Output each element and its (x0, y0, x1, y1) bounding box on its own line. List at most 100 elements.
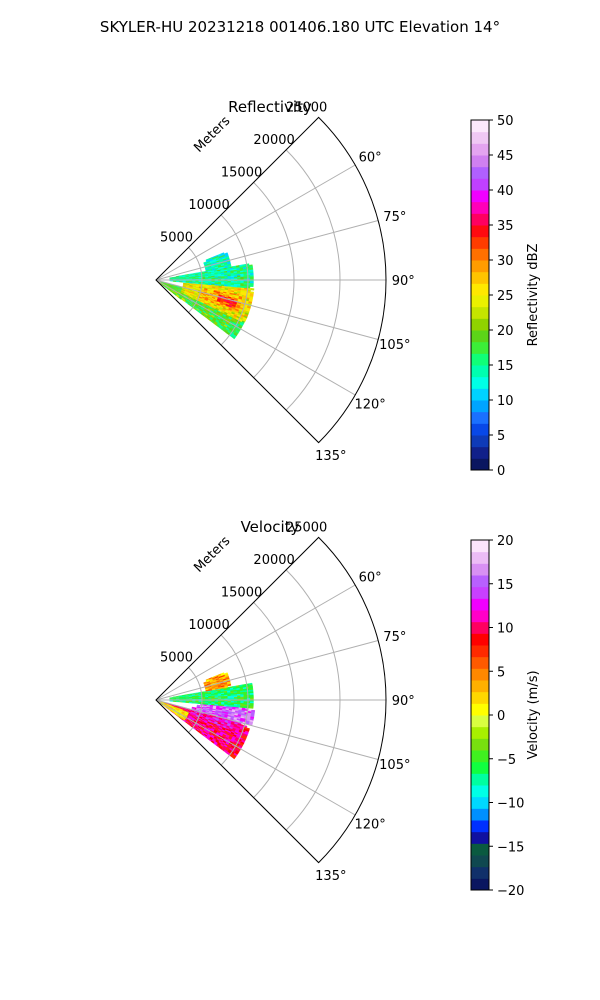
echo-cell (234, 310, 239, 314)
echo-cell (227, 704, 232, 707)
colorbar-segment (471, 120, 489, 133)
colorbar-segment (471, 866, 489, 879)
azimuth-gridline (155, 164, 356, 281)
echo-cell (233, 285, 238, 288)
echo-cell (172, 700, 177, 703)
echo-cell (178, 296, 182, 300)
sector-frame (155, 116, 387, 444)
echo-cell (181, 717, 185, 721)
echo-cell (191, 282, 196, 284)
colorbar-tick-label: 20 (497, 324, 514, 339)
echo-cell (249, 284, 254, 288)
colorbar-segment (471, 260, 489, 273)
azimuth-gridline (155, 219, 379, 281)
colorbar-segment (471, 715, 489, 728)
colorbar-segment (471, 773, 489, 786)
colorbar-tick-label: 0 (497, 709, 505, 724)
echo-cell (227, 683, 232, 687)
range-tick-label: 10000 (188, 198, 229, 213)
azimuth-gridline (155, 639, 379, 701)
echo-cell (236, 285, 241, 288)
colorbar-segment (471, 843, 489, 856)
colorbar-segment (471, 796, 489, 809)
range-tick-label: 15000 (221, 165, 262, 180)
colorbar-tick-label: −5 (497, 753, 516, 768)
colorbar-segment (471, 236, 489, 249)
echo-cell (243, 705, 248, 709)
colorbar-segment (471, 680, 489, 693)
colorbar-segment (471, 155, 489, 168)
colorbar-segment (471, 423, 489, 436)
range-axis-label: Meters (191, 114, 233, 156)
azimuth-tick-label: 60° (359, 570, 382, 585)
colorbar-segment (471, 750, 489, 763)
echo-cell (240, 276, 245, 279)
range-tick-label: 20000 (253, 133, 294, 148)
echo-cell (234, 730, 239, 734)
azimuth-tick-label: 75° (383, 210, 406, 225)
azimuth-tick-label: 120° (354, 398, 385, 413)
echo-field (157, 672, 256, 760)
colorbar-segment (471, 166, 489, 179)
colorbar-tick-label: −20 (497, 884, 524, 899)
echo-cell (188, 282, 193, 284)
reflectivity-panel: Reflectivity60°75°90°105°120°135°5000100… (155, 98, 541, 479)
range-tick-label: 20000 (253, 553, 294, 568)
echo-cell (240, 285, 244, 288)
colorbar-segment (471, 178, 489, 191)
sector-frame (155, 536, 387, 864)
colorbar-tick-label: 10 (497, 394, 514, 409)
azimuth-tick-label: 75° (383, 630, 406, 645)
colorbar-segment (471, 330, 489, 343)
echo-cell (230, 284, 235, 288)
colorbar-tick-label: 35 (497, 219, 514, 234)
colorbar-tick-label: 5 (497, 665, 505, 680)
colorbar-tick-label: 50 (497, 114, 514, 129)
echo-cell (182, 701, 187, 703)
range-tick-label: 15000 (221, 585, 262, 600)
colorbar-segment (471, 586, 489, 599)
echo-cell (207, 283, 212, 286)
colorbar-tick-label: 5 (497, 429, 505, 444)
colorbar-segment (471, 271, 489, 284)
echo-cell (175, 701, 180, 703)
azimuth-tick-label: 90° (392, 274, 415, 289)
echo-cell (233, 705, 238, 708)
echo-cell (231, 755, 236, 760)
echo-cell (204, 283, 209, 285)
colorbar-tick-label: 0 (497, 464, 505, 479)
colorbar-segment (471, 435, 489, 448)
colorbar: 0 5 10 15 20 25 30 35 40 45 50 Reflectivity dBZ (470, 114, 541, 479)
colorbar-segment (471, 283, 489, 296)
azimuth-tick-label: 135° (315, 449, 346, 464)
range-tick-label: 25000 (286, 100, 327, 115)
echo-cell (195, 282, 199, 284)
echo-cell (233, 276, 238, 279)
colorbar-segment (471, 376, 489, 389)
colorbar-tick-label: 20 (497, 534, 514, 549)
range-tick-label: 10000 (188, 618, 229, 633)
echo-cell (220, 704, 225, 707)
azimuth-tick-label: 120° (354, 818, 385, 833)
azimuth-tick-label: 105° (379, 338, 410, 353)
colorbar-segment (471, 738, 489, 751)
range-tick-label: 25000 (286, 520, 327, 535)
echo-cell (169, 700, 174, 702)
colorbar-segment (471, 446, 489, 459)
echo-cell (231, 335, 236, 340)
colorbar-tick-label: 25 (497, 289, 514, 304)
colorbar-segment (471, 411, 489, 424)
colorbar-segment (471, 808, 489, 821)
colorbar-tick-label: 30 (497, 254, 514, 269)
colorbar-segment (471, 365, 489, 378)
range-tick-label: 5000 (160, 650, 193, 665)
colorbar-tick-label: 40 (497, 184, 514, 199)
echo-cell (224, 704, 228, 707)
echo-cell (191, 702, 196, 704)
echo-cell (185, 701, 190, 704)
range-axis-label: Meters (191, 534, 233, 576)
echo-cell (220, 284, 225, 287)
echo-cell (207, 703, 212, 706)
echo-cell (224, 284, 228, 287)
